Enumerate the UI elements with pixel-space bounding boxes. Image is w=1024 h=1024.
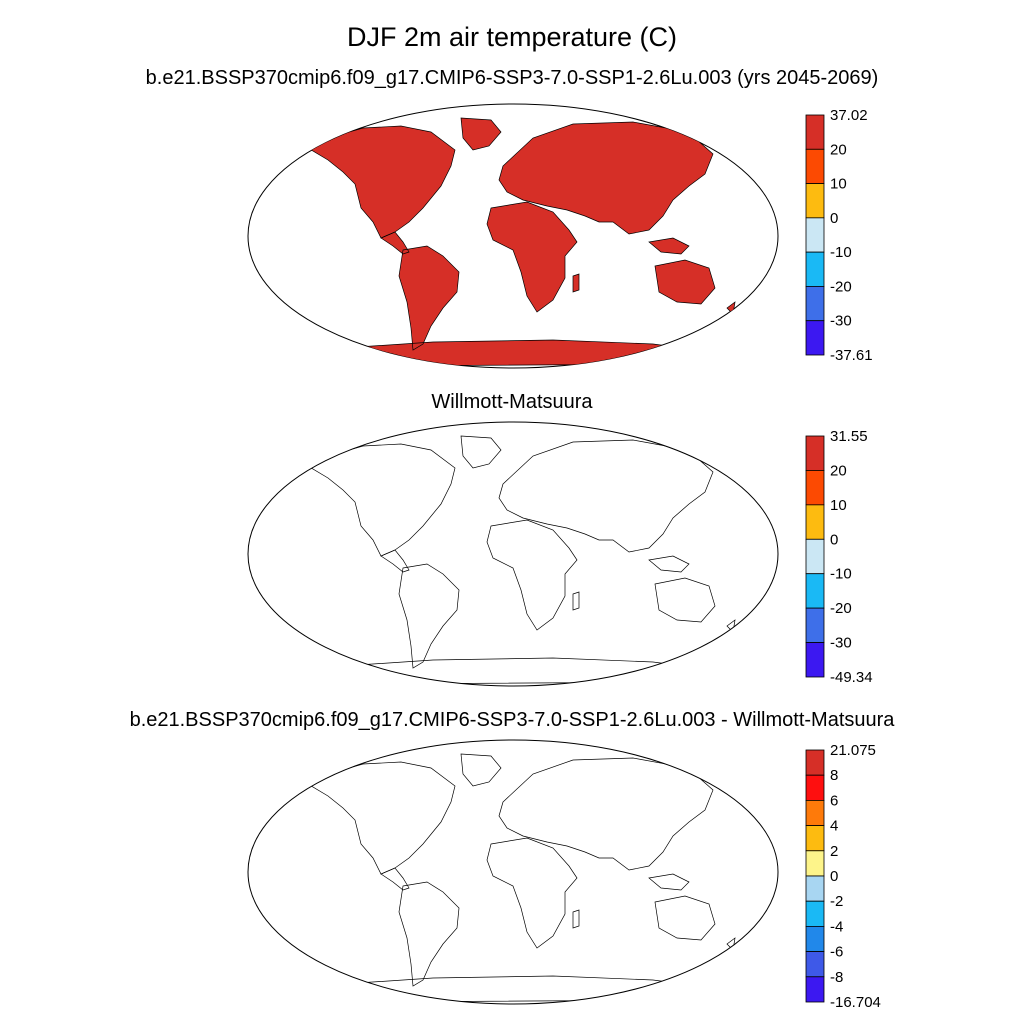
- colorbar-3-box-6: [805, 900, 825, 927]
- colorbar-3-label-5: 0: [830, 868, 838, 885]
- colorbar-1-label-3: 0: [830, 210, 838, 227]
- colorbar-2-box-1: [805, 470, 825, 506]
- colorbar-2-label-3: 0: [830, 531, 838, 548]
- map-panel-2: [247, 421, 779, 687]
- colorbar-3-label-2: 6: [830, 792, 838, 809]
- colorbar-3-box-2: [805, 800, 825, 827]
- colorbar-3-label-1: 8: [830, 767, 838, 784]
- colorbar-2-box-6: [805, 642, 825, 678]
- colorbar-1-box-3: [805, 217, 825, 253]
- colorbar-1-label-0: 37.02: [830, 107, 868, 124]
- colorbar-3: 21.075 8 6 4 2 0 -2 -4 -6 -8 -16.704: [805, 742, 881, 1011]
- colorbar-3-box-4: [805, 850, 825, 877]
- colorbar-3-label-7: -4: [830, 918, 843, 935]
- colorbar-2-label-2: 10: [830, 497, 847, 514]
- colorbar-2-label-4: -10: [830, 566, 852, 583]
- colorbar-2-label-5: -20: [830, 600, 852, 617]
- colorbar-2-box-4: [805, 573, 825, 609]
- colorbar-3-box-9: [805, 976, 825, 1003]
- colorbar-1-box-5: [805, 286, 825, 322]
- colorbar-1-label-5: -20: [830, 278, 852, 295]
- main-title: DJF 2m air temperature (C): [346, 22, 678, 52]
- colorbar-3-box-3: [805, 825, 825, 852]
- colorbar-1-box-0: [805, 114, 825, 150]
- colorbar-3-box-0: [805, 749, 825, 776]
- map-panel-1: [247, 103, 779, 369]
- colorbar-1-label-1: 20: [830, 141, 847, 158]
- colorbar-1-label-6: -30: [830, 313, 852, 330]
- colorbar-1-box-1: [805, 148, 825, 184]
- colorbar-2-box-3: [805, 538, 825, 575]
- colorbar-3-label-4: 2: [830, 843, 838, 860]
- colorbar-3-box-8: [805, 951, 825, 978]
- colorbar-2-label-7: -49.34: [830, 669, 873, 686]
- colorbar-1-box-4: [805, 251, 825, 287]
- colorbar-1-label-4: -10: [830, 244, 852, 261]
- colorbar-3-label-3: 4: [830, 818, 838, 835]
- colorbar-3-label-6: -2: [830, 893, 843, 910]
- colorbar-1-box-2: [805, 183, 825, 219]
- colorbar-2-label-1: 20: [830, 462, 847, 479]
- colorbar-3-box-7: [805, 926, 825, 953]
- colorbar-2-box-0: [805, 435, 825, 471]
- map-3-boundary: [247, 739, 779, 1005]
- colorbar-2-box-5: [805, 607, 825, 643]
- colorbar-3-label-8: -6: [830, 944, 843, 961]
- panel-3-subtitle: b.e21.BSSP370cmip6.f09_g17.CMIP6-SSP3-7.…: [129, 709, 895, 731]
- colorbar-3-label-10: -16.704: [830, 994, 881, 1011]
- colorbar-1-box-6: [805, 320, 825, 356]
- colorbar-2-label-0: 31.55: [830, 428, 868, 445]
- colorbar-1-label-7: -37.61: [830, 347, 873, 364]
- colorbar-3-label-0: 21.075: [830, 742, 876, 759]
- colorbar-1: 37.02 20 10 0 -10 -20 -30 -37.61: [805, 107, 873, 364]
- colorbar-1-label-2: 10: [830, 176, 847, 193]
- colorbar-3-box-1: [805, 774, 825, 801]
- colorbar-3-box-5: [805, 875, 825, 902]
- colorbar-2-box-2: [805, 504, 825, 540]
- map-2-boundary: [247, 421, 779, 687]
- panel-2-subtitle: Willmott-Matsuura: [431, 391, 593, 413]
- colorbar-3-label-9: -8: [830, 969, 843, 986]
- colorbar-2: 31.55 20 10 0 -10 -20 -30 -49.34: [805, 428, 873, 686]
- colorbar-2-label-6: -30: [830, 635, 852, 652]
- map-panel-3: [247, 739, 779, 1005]
- panel-1-subtitle: b.e21.BSSP370cmip6.f09_g17.CMIP6-SSP3-7.…: [145, 67, 879, 89]
